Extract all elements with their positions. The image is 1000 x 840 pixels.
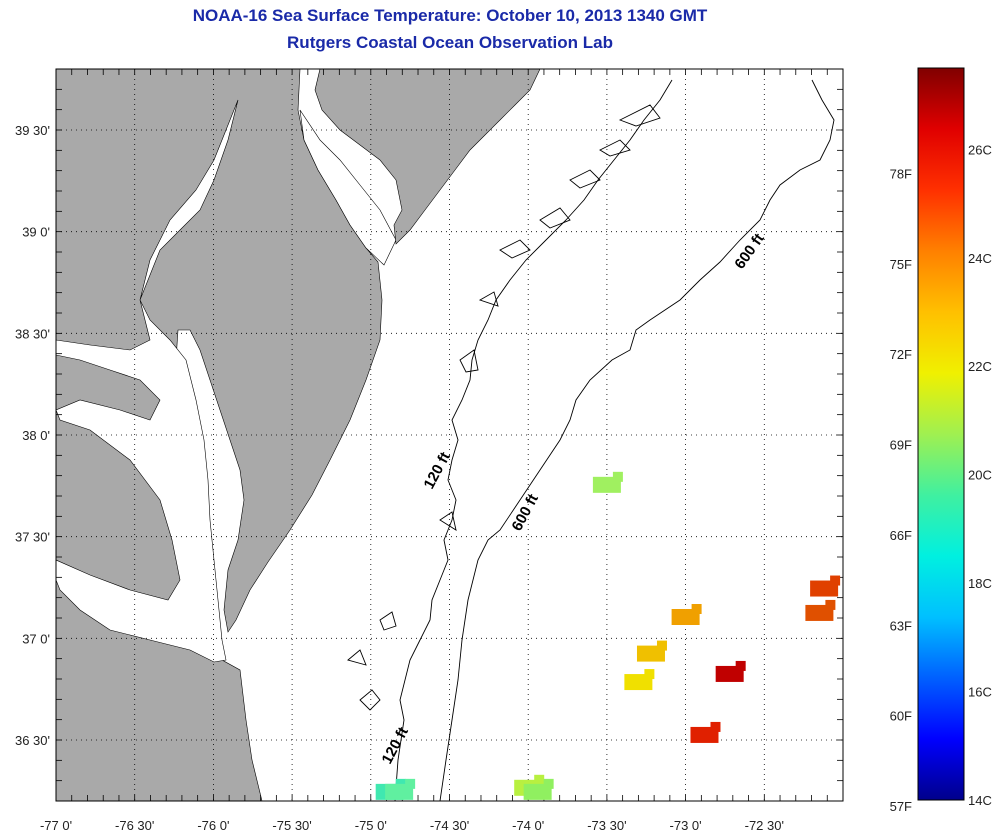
sst-patch-fragment — [830, 575, 841, 586]
latitude-labels: 39 30' 39 0' 38 30' 38 0' 37 30' 37 0' 36 30' — [15, 123, 50, 748]
colorbar-c-label: 24C — [968, 251, 992, 266]
lon-tick-label: -73 0' — [670, 818, 702, 833]
sst-patch-fragment — [543, 778, 554, 789]
graticule — [56, 69, 843, 801]
sst-patch-fragment — [735, 660, 746, 671]
colorbar-c-label: 22C — [968, 359, 992, 374]
colorbar-f-label: 66F — [890, 528, 912, 543]
colorbar-celsius-labels: 26C 24C 22C 20C 18C 16C 14C — [968, 142, 992, 808]
colorbar-c-label: 18C — [968, 576, 992, 591]
colorbar — [917, 67, 965, 801]
colorbar-c-label: 14C — [968, 793, 992, 808]
sst-patch-fragment — [691, 604, 702, 614]
lat-tick-label: 38 30' — [15, 326, 50, 341]
contour-120ft — [394, 79, 673, 801]
colorbar-c-label: 26C — [968, 142, 992, 157]
sst-patch-fragment — [644, 669, 655, 680]
lat-tick-label: 39 30' — [15, 123, 50, 138]
map-title: NOAA-16 Sea Surface Temperature: October… — [192, 6, 708, 25]
lon-tick-label: -74 30' — [430, 818, 469, 833]
longitude-labels: -77 0' -76 30' -76 0' -75 30' -75 0' -74 30' -… — [40, 818, 784, 833]
map-content — [56, 69, 835, 801]
contour-600ft — [439, 79, 835, 801]
map-subtitle: Rutgers Coastal Ocean Observation Lab — [287, 33, 613, 52]
sst-patch-fragment — [710, 721, 721, 732]
colorbar-f-label: 60F — [890, 709, 912, 724]
colorbar-fahrenheit-labels: 78F 75F 72F 69F 66F 63F 60F 57F — [890, 166, 912, 814]
sst-patch-fragment — [405, 778, 416, 789]
lat-tick-label: 37 30' — [15, 530, 50, 545]
lon-tick-label: -76 30' — [115, 818, 154, 833]
colorbar-f-label: 63F — [890, 618, 912, 633]
colorbar-f-label: 75F — [890, 257, 912, 272]
lon-tick-label: -74 0' — [512, 818, 544, 833]
sst-patch-fragment — [656, 640, 667, 651]
lon-tick-label: -75 0' — [355, 818, 387, 833]
lat-tick-label: 36 30' — [15, 733, 50, 748]
sst-patch-fragment — [612, 471, 623, 482]
lon-tick-label: -75 30' — [272, 818, 311, 833]
lon-tick-label: -76 0' — [197, 818, 229, 833]
colorbar-f-label: 57F — [890, 799, 912, 814]
lat-tick-label: 37 0' — [22, 631, 50, 646]
contour-120ft-islands — [347, 104, 661, 711]
sst-patch-fragment — [825, 599, 836, 610]
colorbar-c-label: 16C — [968, 685, 992, 700]
colorbar-f-label: 78F — [890, 166, 912, 181]
lon-tick-label: -72 30' — [745, 818, 784, 833]
sst-patch-fragment — [534, 774, 545, 785]
colorbar-f-label: 72F — [890, 347, 912, 362]
colorbar-c-label: 20C — [968, 468, 992, 483]
land-new-jersey — [314, 69, 541, 245]
sst-patches — [375, 471, 841, 800]
lon-tick-label: -77 0' — [40, 818, 72, 833]
delaware-bay — [299, 109, 397, 266]
lat-tick-label: 38 0' — [22, 428, 50, 443]
colorbar-f-label: 69F — [890, 438, 912, 453]
lon-tick-label: -73 30' — [587, 818, 626, 833]
lat-tick-label: 39 0' — [22, 225, 50, 240]
chesapeake-bay — [56, 99, 239, 663]
